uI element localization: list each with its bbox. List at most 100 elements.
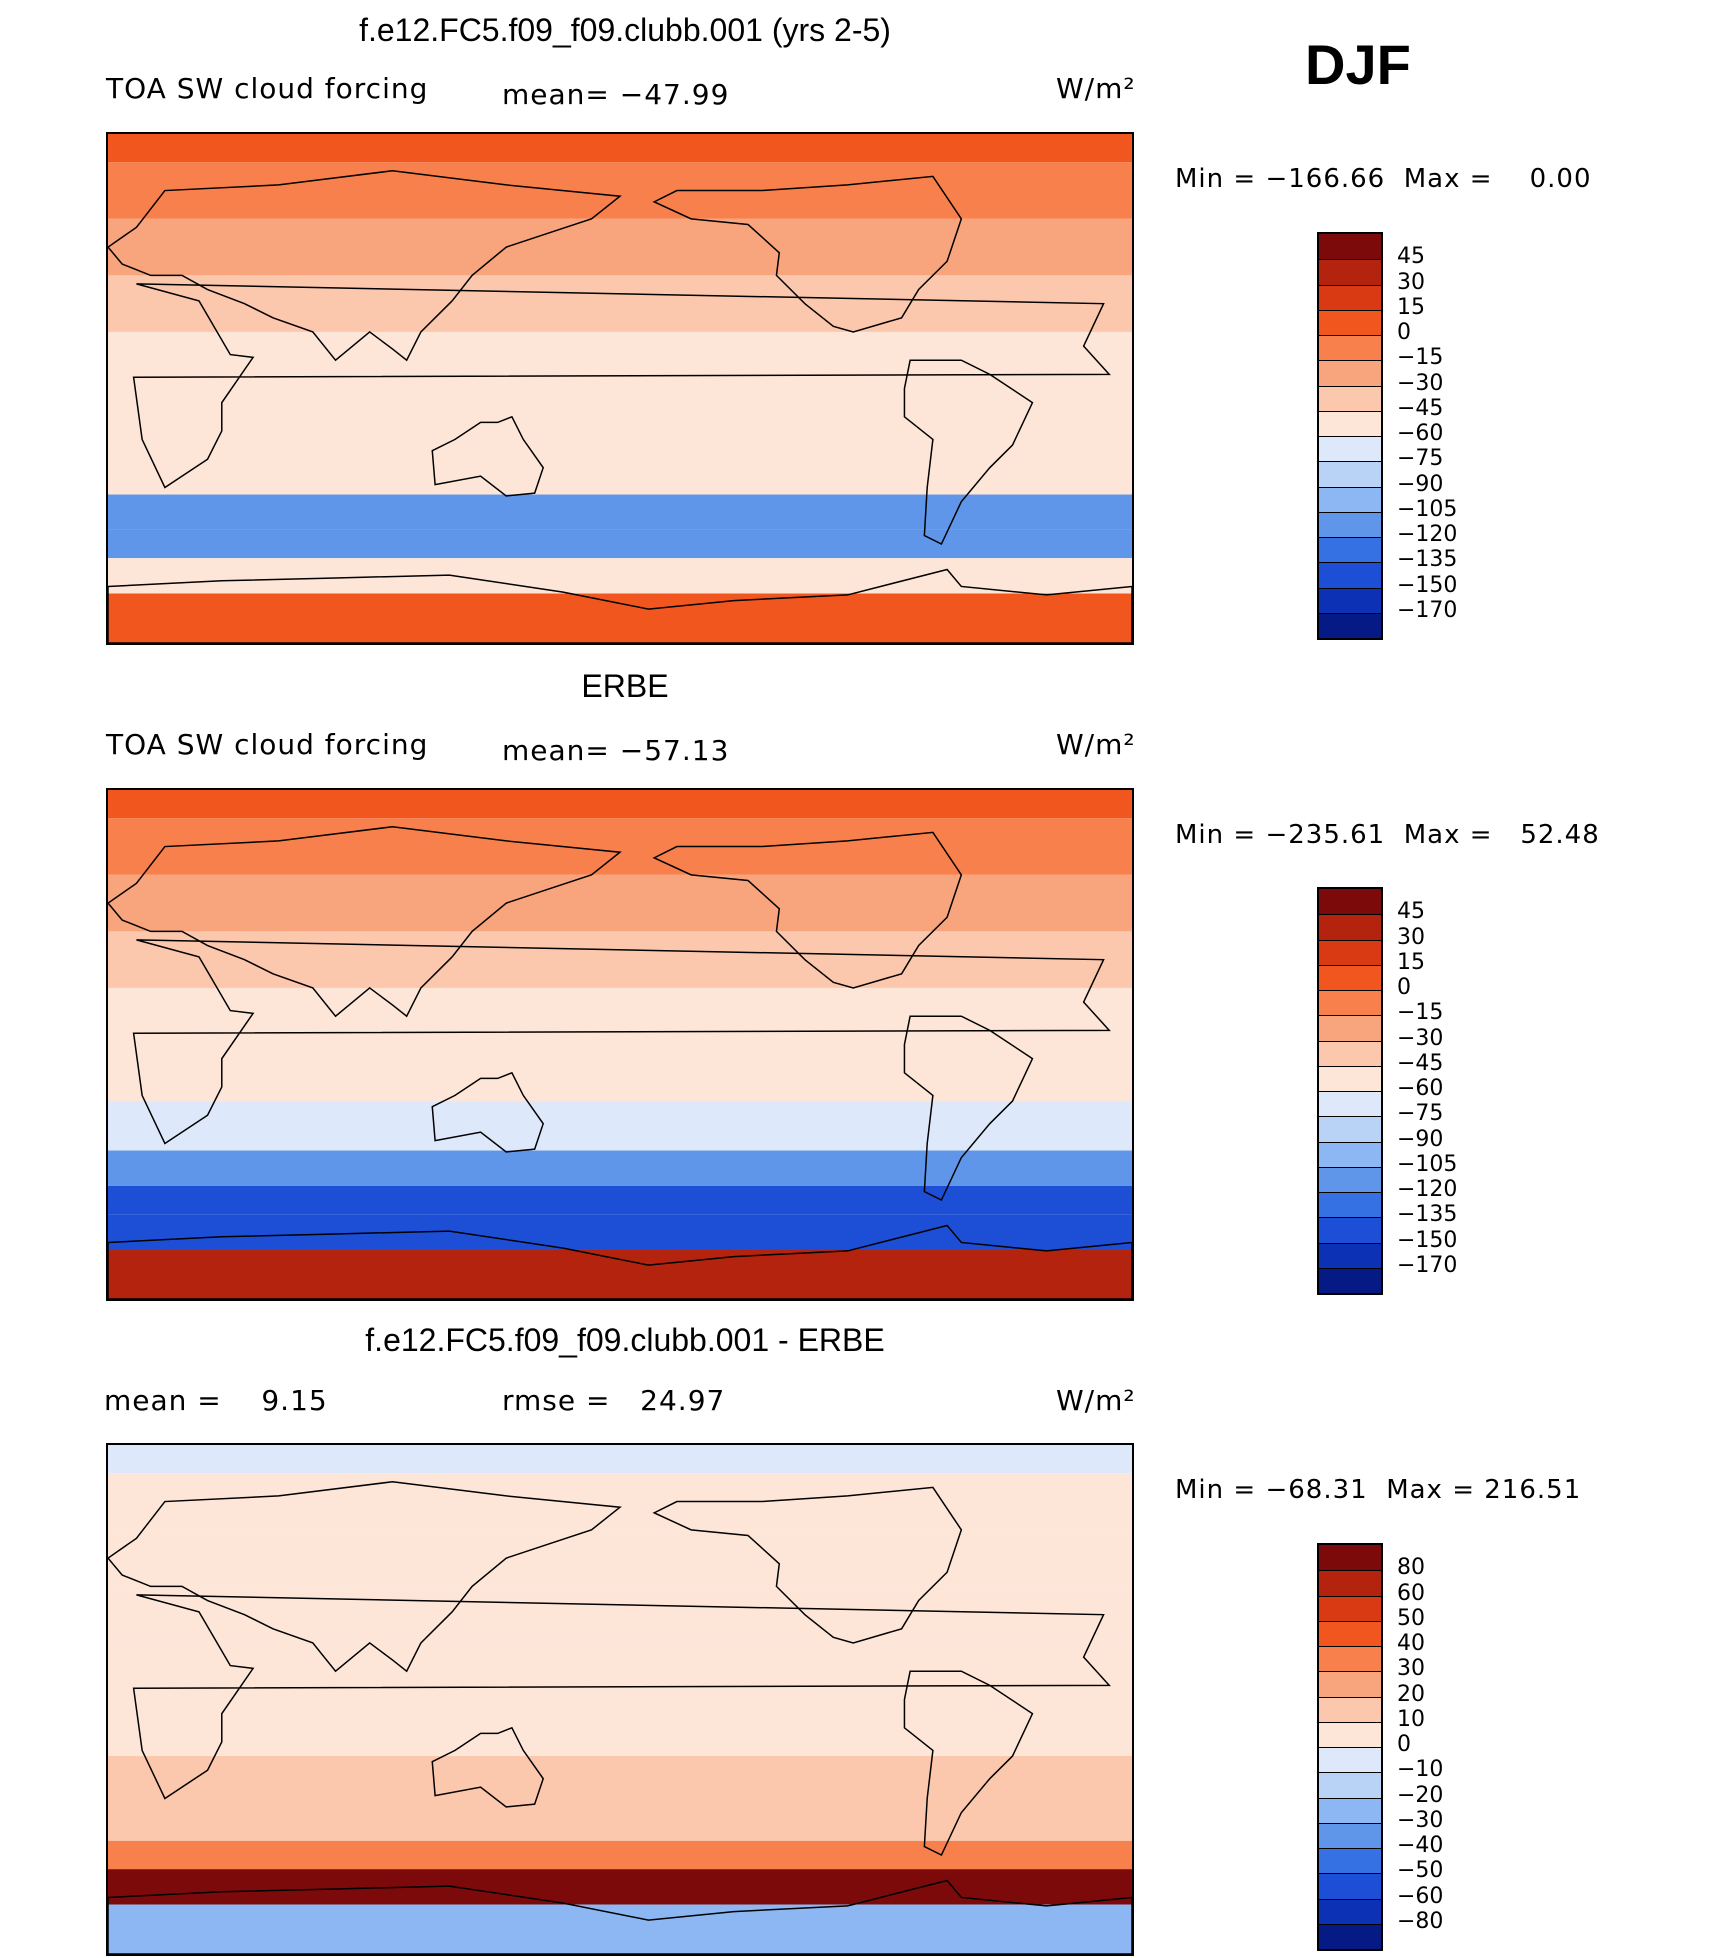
panel-2-variable-label: TOA SW cloud forcing: [106, 728, 429, 761]
field-band: [108, 1185, 1132, 1215]
colorbar-segment: [1319, 259, 1381, 285]
field-band: [108, 874, 1132, 932]
field-band: [108, 987, 1132, 1045]
panel-1-min-max: Min = −166.66 Max = 0.00: [1175, 164, 1592, 194]
colorbar-segment: [1319, 461, 1381, 487]
colorbar-tick-label: −90: [1397, 1126, 1444, 1152]
panel-2-min-max: Min = −235.61 Max = 52.48: [1175, 820, 1600, 850]
field-band: [108, 1473, 1132, 1530]
field-band: [108, 1840, 1132, 1870]
colorbar-segment: [1319, 1141, 1381, 1167]
field-band: [108, 1249, 1132, 1299]
colorbar-segment: [1319, 1898, 1381, 1924]
colorbar-tick-label: 20: [1397, 1681, 1425, 1707]
colorbar-segment: [1319, 1091, 1381, 1117]
field-band: [108, 218, 1132, 276]
colorbar-segment: [1319, 1217, 1381, 1243]
colorbar-tick-label: −60: [1397, 1883, 1444, 1909]
field-band: [108, 1642, 1132, 1700]
colorbar-tick-label: 60: [1397, 1580, 1425, 1606]
coastline: [108, 1879, 1132, 1954]
colorbar-tick-label: 0: [1397, 1732, 1411, 1757]
colorbar-segment: [1319, 537, 1381, 563]
colorbar-tick-label: −80: [1397, 1908, 1444, 1934]
colorbar-tick-label: −30: [1397, 1807, 1444, 1833]
colorbar-tick-label: 80: [1397, 1555, 1425, 1581]
colorbar-segment: [1319, 914, 1381, 940]
panel-1-title: f.e12.FC5.f09_f09.clubb.001 (yrs 2-5): [359, 12, 891, 48]
field-band: [108, 275, 1132, 332]
field-band: [108, 1101, 1132, 1151]
field-band: [108, 558, 1132, 594]
coastline: [652, 175, 963, 333]
colorbar-segment: [1319, 1671, 1381, 1697]
colorbar-segment: [1319, 1267, 1381, 1293]
field-band: [108, 162, 1132, 219]
panel-3-colorbar: [1317, 1543, 1383, 1951]
field-band: [108, 494, 1132, 530]
field-band: [108, 1214, 1132, 1250]
coastline: [903, 1015, 1034, 1202]
coastline: [132, 939, 1111, 1145]
colorbar-tick-label: −170: [1397, 1252, 1458, 1278]
coastline: [903, 359, 1034, 546]
colorbar-segment: [1319, 562, 1381, 588]
colorbar-tick-label: −75: [1397, 1101, 1444, 1127]
field-band: [108, 1699, 1132, 1757]
colorbar-segment: [1319, 1646, 1381, 1672]
colorbar-tick-label: −135: [1397, 547, 1458, 573]
colorbar-tick-label: −45: [1397, 1050, 1444, 1076]
colorbar-tick-label: −90: [1397, 471, 1444, 497]
colorbar-tick-label: 0: [1397, 975, 1411, 1000]
colorbar-segment: [1319, 889, 1381, 915]
colorbar-tick-label: −30: [1397, 1025, 1444, 1051]
panel-1-mean-label: mean= −47.99: [502, 78, 730, 111]
field-band: [108, 445, 1132, 495]
colorbar-segment: [1319, 234, 1381, 260]
colorbar-tick-label: 15: [1397, 294, 1425, 320]
colorbar-segment: [1319, 436, 1381, 462]
colorbar-segment: [1319, 1822, 1381, 1848]
coastline: [108, 1224, 1132, 1299]
colorbar-tick-label: −105: [1397, 496, 1458, 522]
panel-1-variable-label: TOA SW cloud forcing: [106, 72, 429, 105]
colorbar-segment: [1319, 1015, 1381, 1041]
colorbar-segment: [1319, 587, 1381, 613]
panel-3-min-max: Min = −68.31 Max = 216.51: [1175, 1475, 1582, 1505]
field-band: [108, 1869, 1132, 1905]
coastline: [431, 415, 545, 497]
field-band: [108, 134, 1132, 163]
panel-3-units-label: W/m²: [1056, 1384, 1136, 1417]
colorbar-segment: [1319, 1696, 1381, 1722]
panel-1-units-label: W/m²: [1056, 72, 1136, 105]
colorbar-tick-label: −105: [1397, 1151, 1458, 1177]
colorbar-segment: [1319, 964, 1381, 990]
colorbar-segment: [1319, 385, 1381, 411]
coastline: [108, 826, 622, 1018]
colorbar-tick-label: −150: [1397, 1227, 1458, 1253]
colorbar-tick-label: 10: [1397, 1706, 1425, 1732]
colorbar-tick-label: 30: [1397, 924, 1425, 950]
colorbar-tick-label: −30: [1397, 370, 1444, 396]
colorbar-segment: [1319, 1772, 1381, 1798]
colorbar-tick-label: −60: [1397, 421, 1444, 446]
colorbar-segment: [1319, 1192, 1381, 1218]
panel-1-colorbar: [1317, 232, 1383, 640]
colorbar-tick-label: −20: [1397, 1782, 1444, 1808]
panel-2-colorbar: [1317, 887, 1383, 1295]
colorbar-segment: [1319, 1545, 1381, 1571]
field-band: [108, 1529, 1132, 1587]
coastline: [431, 1071, 545, 1153]
season-label: DJF: [1305, 33, 1411, 96]
panel-3-map: [106, 1443, 1134, 1956]
field-band: [108, 1805, 1132, 1841]
panel-3-mean-label: mean = 9.15: [104, 1384, 328, 1417]
colorbar-tick-label: 50: [1397, 1605, 1425, 1631]
colorbar-segment: [1319, 1595, 1381, 1621]
colorbar-tick-label: −120: [1397, 1177, 1458, 1202]
panel-2-mean-label: mean= −57.13: [502, 734, 730, 767]
colorbar-segment: [1319, 335, 1381, 361]
coastline: [108, 1481, 622, 1673]
colorbar-tick-label: 45: [1397, 899, 1425, 925]
colorbar-segment: [1319, 511, 1381, 537]
